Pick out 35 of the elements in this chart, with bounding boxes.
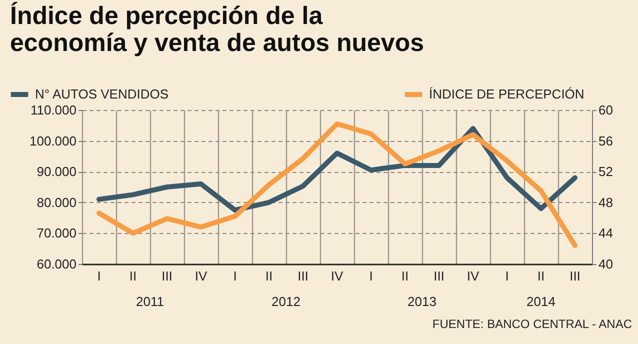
text: 2014 — [526, 294, 556, 309]
y-tick-label: 80.000 — [36, 194, 76, 210]
source-note: FUENTE: BANCO CENTRAL - ANAC — [432, 317, 632, 331]
legend-label: ÍNDICE DE PERCEPCIÓN — [429, 86, 584, 102]
text: 2013 — [408, 294, 436, 309]
x-tick-label: III — [434, 268, 444, 284]
x-tick-label: IV — [466, 268, 480, 284]
x-tick-label: I — [233, 268, 237, 284]
x-tick-label: II — [537, 268, 545, 284]
y-tick-label: 100.000 — [30, 133, 76, 148]
chart-title: Índice de percepción de la economía y venta de autos nuevos — [10, 1, 424, 57]
y2-tick-label: 56 — [598, 133, 613, 148]
text: 2011 — [136, 294, 164, 309]
x-tick-label: III — [570, 268, 580, 284]
y-tick-label: 60.000 — [36, 256, 76, 272]
x-tick-label: I — [369, 268, 373, 284]
y-tick-label: 90.000 — [36, 164, 76, 180]
x-tick-label: IV — [330, 268, 344, 284]
y2-tick-label: 48 — [598, 194, 613, 210]
x-tick-label: II — [401, 268, 409, 284]
y-tick-label: 110.000 — [30, 102, 76, 118]
y2-tick-label: 60 — [598, 102, 613, 118]
x-tick-label: II — [129, 268, 137, 284]
x-tick-label: I — [505, 268, 509, 284]
y2-tick-label: 44 — [598, 226, 613, 241]
x-tick-label: III — [162, 268, 172, 284]
y-tick-label: 70.000 — [36, 226, 76, 241]
text: 2012 — [272, 294, 300, 309]
x-tick-label: II — [265, 268, 273, 284]
y2-tick-label: 40 — [598, 256, 613, 272]
x-tick-label: I — [97, 268, 101, 284]
legend-label: N° AUTOS VENDIDOS — [35, 86, 169, 102]
y2-tick-label: 52 — [598, 164, 613, 180]
x-tick-label: IV — [194, 268, 208, 284]
x-tick-label: III — [298, 268, 308, 284]
